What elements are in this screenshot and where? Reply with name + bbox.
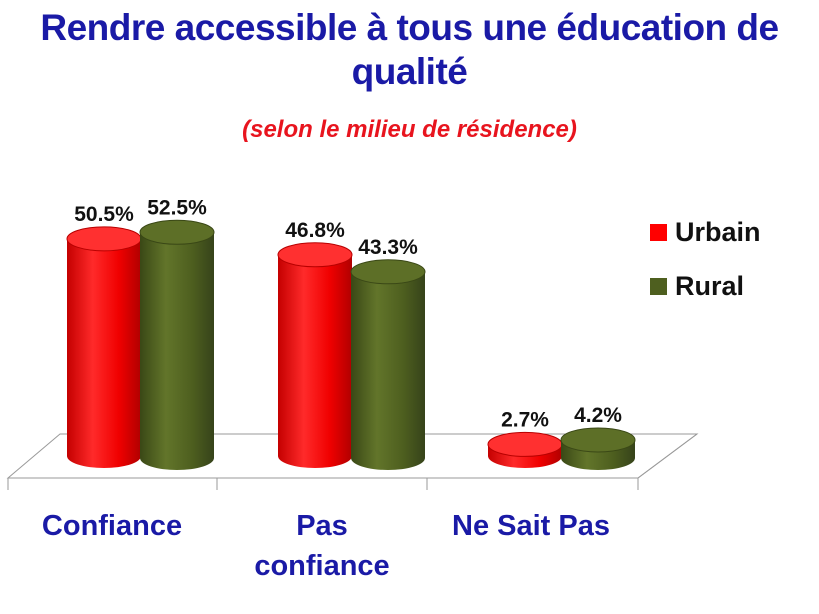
value-label-urbain-1: 50.5%: [74, 203, 134, 226]
bar-rural-3: [560, 427, 636, 470]
value-label-rural-2: 43.3%: [358, 236, 418, 259]
bar-body: [67, 238, 141, 468]
legend-swatch-urbain: [650, 223, 667, 241]
legend-swatch-rural: [650, 277, 667, 295]
value-label-rural-1: 52.5%: [147, 196, 207, 219]
legend-label-rural: Rural: [675, 270, 745, 301]
chart-legend: Urbain Rural: [650, 205, 761, 313]
legend-item-urbain: Urbain: [650, 205, 761, 259]
bar-urbain-3: [487, 431, 563, 468]
chart-title: Rendre accessible à tous une éducation d…: [0, 6, 819, 94]
bar-top: [66, 226, 142, 252]
bar-urbain-2: [277, 242, 353, 468]
value-label-rural-3: 4.2%: [574, 404, 622, 427]
bar-body: [351, 271, 425, 470]
bar-top: [350, 259, 426, 285]
category-label-2-line-1: Pas: [296, 510, 348, 542]
bar-top: [277, 242, 353, 268]
bar-top: [560, 427, 636, 453]
legend-label-urbain: Urbain: [675, 216, 761, 247]
category-label-2-line-2: confiance: [254, 550, 389, 582]
chart-subtitle: (selon le milieu de résidence): [242, 116, 577, 143]
value-label-urbain-2: 46.8%: [285, 219, 345, 242]
chart-title-line-1: Rendre accessible à tous une éducation d…: [40, 7, 779, 48]
bar-rural-1: [139, 219, 215, 470]
chart-title-line-2: qualité: [351, 51, 468, 92]
value-label-urbain-3: 2.7%: [501, 408, 549, 431]
chart-category-labels: Confiance Pas confiance Ne Sait Pas: [42, 510, 610, 582]
bar-body: [140, 232, 214, 470]
legend-item-rural: Rural: [650, 259, 761, 313]
bar-body: [278, 254, 352, 468]
bar-top: [139, 219, 215, 245]
chart-bars: [66, 219, 636, 470]
bar-urbain-1: [66, 226, 142, 468]
category-label-3-line-1: Ne Sait Pas: [452, 510, 610, 542]
category-label-1-line-1: Confiance: [42, 510, 182, 542]
bar-body: [561, 439, 635, 470]
bar-rural-2: [350, 259, 426, 470]
chart-value-labels: 50.5% 46.8% 2.7% 52.5% 43.3% 4.2%: [74, 196, 622, 431]
bar-body: [488, 444, 562, 468]
bar-top: [487, 431, 563, 457]
